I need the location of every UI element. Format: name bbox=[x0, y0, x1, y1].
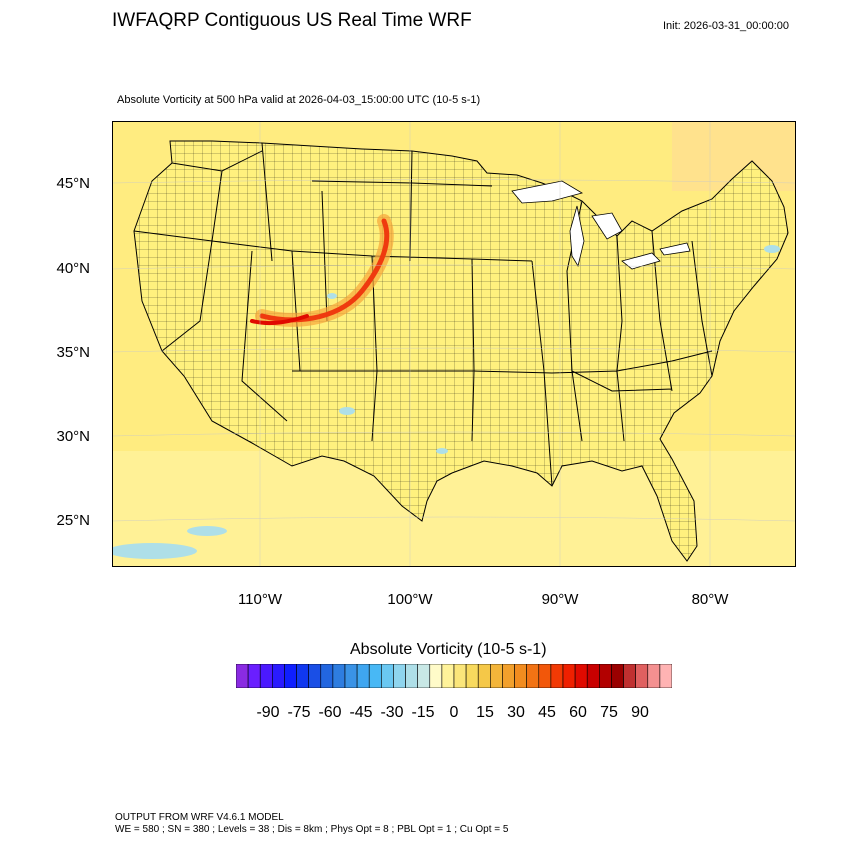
legend-title: Absolute Vorticity (10-5 s-1) bbox=[350, 641, 547, 658]
lat-label-40: 40°N bbox=[56, 260, 90, 277]
colorbar-swatch bbox=[659, 664, 672, 688]
colorbar-swatch bbox=[344, 664, 358, 688]
vorticity-maximum bbox=[250, 214, 394, 327]
great-lakes bbox=[511, 180, 691, 270]
colorbar-swatch bbox=[429, 664, 443, 688]
colorbar-swatch bbox=[247, 664, 261, 688]
colorbar-tick-label: -60 bbox=[318, 704, 342, 721]
colorbar-swatch bbox=[284, 664, 297, 688]
lat-label-45: 45°N bbox=[56, 175, 90, 192]
colorbar-swatch bbox=[441, 664, 455, 688]
graticule bbox=[112, 121, 796, 567]
chart-subtitle: Absolute Vorticity at 500 hPa valid at 2… bbox=[117, 94, 481, 106]
colorbar-swatch bbox=[611, 664, 624, 688]
colorbar-tick-label: 30 bbox=[507, 704, 525, 721]
colorbar-swatch bbox=[236, 664, 249, 688]
init-time: Init: 2026-03-31_00:00:00 bbox=[663, 20, 789, 32]
colorbar-tick-label: -45 bbox=[349, 704, 373, 721]
colorbar-swatch bbox=[393, 664, 406, 688]
colorbar-tick-label: 15 bbox=[476, 704, 494, 721]
footer-settings: WE = 580 ; SN = 380 ; Levels = 38 ; Dis … bbox=[115, 824, 509, 835]
colorbar-swatch bbox=[477, 664, 491, 688]
colorbar-tick-label: -90 bbox=[256, 704, 280, 721]
colorbar-swatch bbox=[623, 664, 636, 688]
colorbar-swatch bbox=[405, 664, 418, 688]
colorbar-swatch bbox=[514, 664, 527, 688]
colorbar-tick-label: 45 bbox=[538, 704, 556, 721]
colorbar-swatch bbox=[465, 664, 479, 688]
colorbar-swatch bbox=[490, 664, 503, 688]
footer-model: OUTPUT FROM WRF V4.6.1 MODEL bbox=[115, 812, 284, 823]
colorbar-tick-label: -15 bbox=[411, 704, 435, 721]
colorbar-tick-label: -30 bbox=[380, 704, 404, 721]
colorbar-swatch bbox=[526, 664, 540, 688]
colorbar-swatch bbox=[417, 664, 431, 688]
colorbar-swatch bbox=[550, 664, 564, 688]
lon-label-90: 90°W bbox=[541, 591, 579, 608]
colorbar-tick-label: 75 bbox=[600, 704, 618, 721]
colorbar-swatch bbox=[308, 664, 322, 688]
colorbar-swatch bbox=[368, 664, 382, 688]
vorticity-map bbox=[112, 121, 796, 567]
negative-vorticity-patches bbox=[112, 245, 780, 559]
colorbar-swatch bbox=[502, 664, 515, 688]
colorbar-swatch bbox=[356, 664, 370, 688]
colorbar-swatch bbox=[562, 664, 576, 688]
colorbar-swatch bbox=[453, 664, 467, 688]
lon-label-110: 110°W bbox=[237, 591, 283, 608]
colorbar-swatch bbox=[574, 664, 588, 688]
colorbar-swatch bbox=[381, 664, 394, 688]
colorbar-swatch bbox=[272, 664, 285, 688]
colorbar bbox=[236, 664, 672, 688]
colorbar-swatch bbox=[538, 664, 552, 688]
colorbar-swatch bbox=[332, 664, 346, 688]
colorbar-swatch bbox=[259, 664, 273, 688]
lon-label-100: 100°W bbox=[387, 591, 433, 608]
lat-label-25: 25°N bbox=[56, 512, 90, 529]
lon-label-80: 80°W bbox=[691, 591, 729, 608]
colorbar-swatch bbox=[635, 664, 649, 688]
colorbar-tick-label: -75 bbox=[287, 704, 311, 721]
colorbar-swatch bbox=[599, 664, 612, 688]
colorbar-tick-label: 60 bbox=[569, 704, 587, 721]
colorbar-tick-label: 90 bbox=[631, 704, 649, 721]
colorbar-swatch bbox=[320, 664, 334, 688]
colorbar-swatch bbox=[647, 664, 661, 688]
colorbar-swatch bbox=[586, 664, 600, 688]
lat-label-30: 30°N bbox=[56, 428, 90, 445]
colorbar-tick-label: 0 bbox=[449, 704, 459, 721]
lat-label-35: 35°N bbox=[56, 344, 90, 361]
colorbar-swatch bbox=[296, 664, 309, 688]
chart-title: IWFAQRP Contiguous US Real Time WRF bbox=[112, 10, 472, 31]
map-border bbox=[112, 121, 796, 567]
